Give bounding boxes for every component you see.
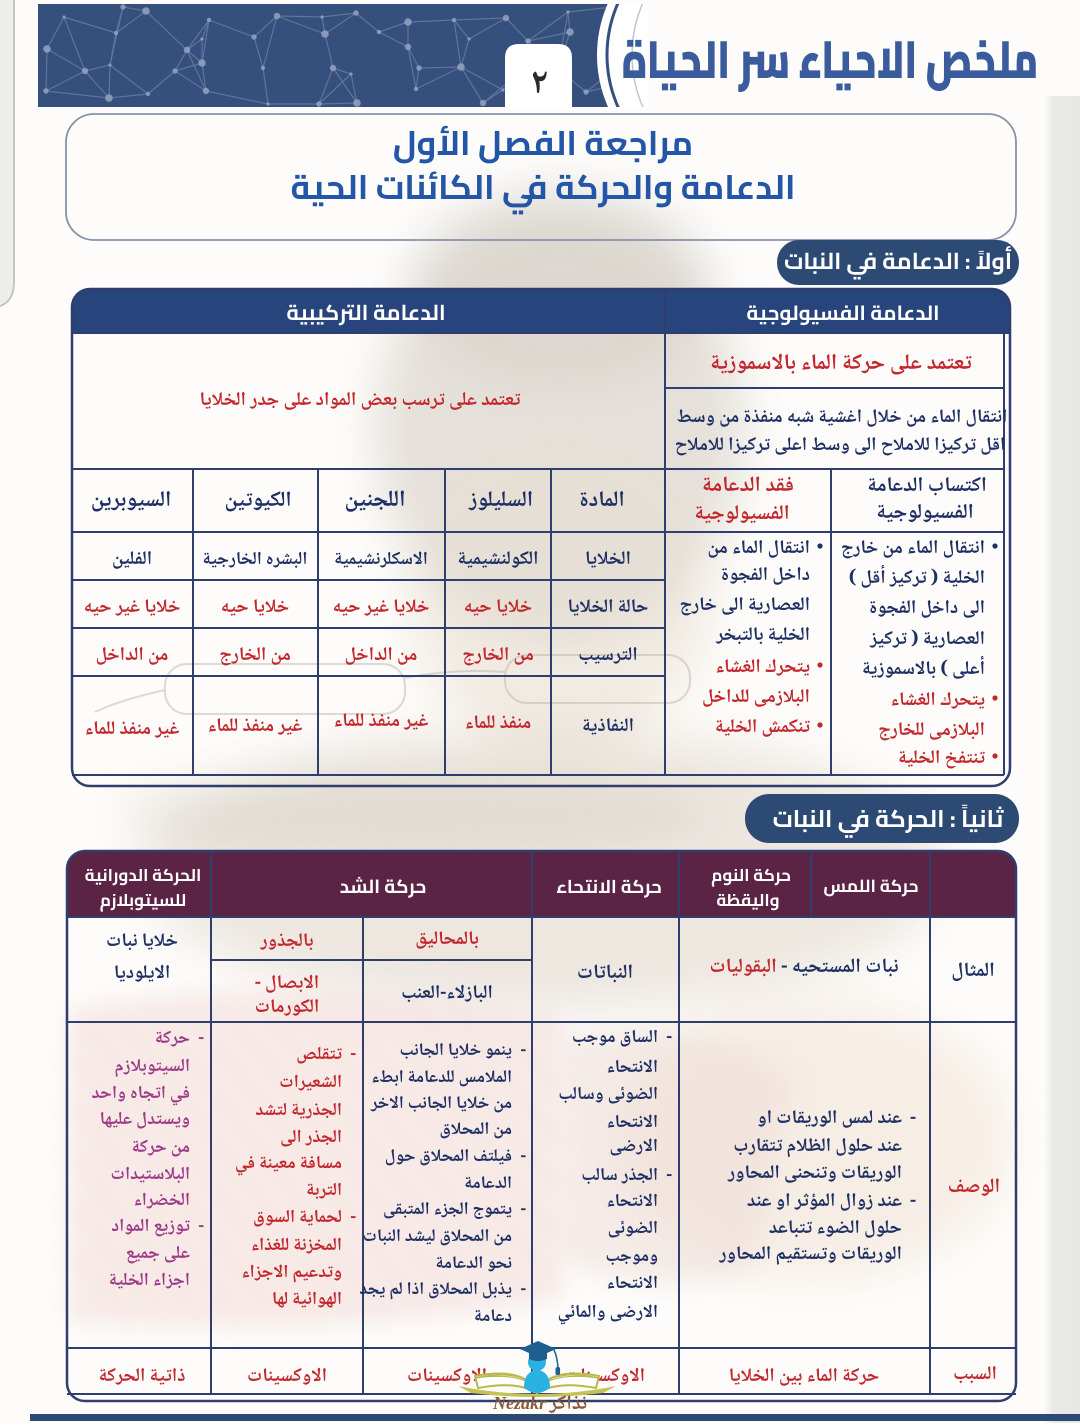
svg-text:Nezakr: Nezakr [492,1393,547,1413]
